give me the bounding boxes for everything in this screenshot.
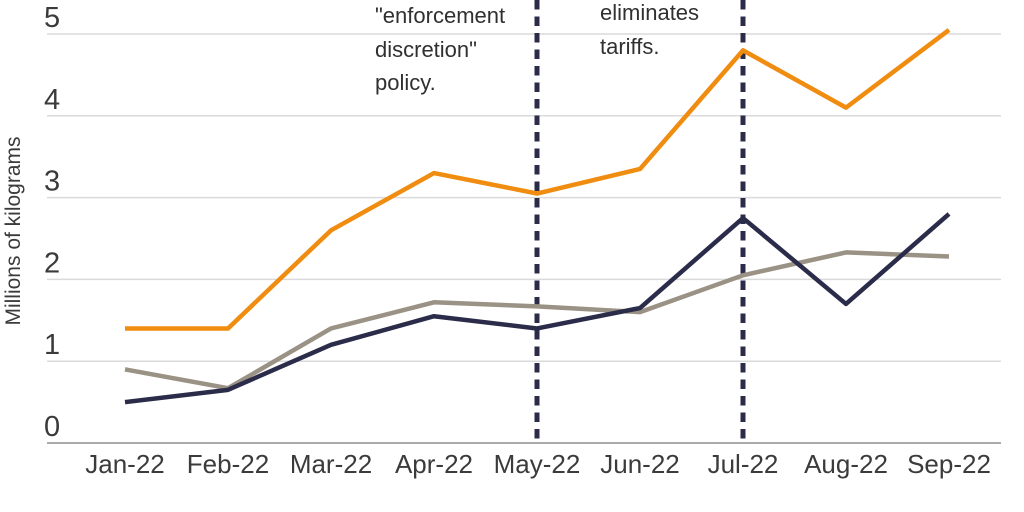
y-axis-title: Millions of kilograms xyxy=(2,136,25,326)
orange-series-line xyxy=(125,28,951,331)
annotation-line: "enforcement xyxy=(375,3,506,28)
x-tick-label: Mar-22 xyxy=(290,449,372,479)
x-tick-label: Aug-22 xyxy=(804,449,888,479)
x-tick-label: Jan-22 xyxy=(85,449,165,479)
y-tick-label: 0 xyxy=(44,411,60,443)
y-tick-label: 2 xyxy=(44,247,60,279)
x-tick-label: Jul-22 xyxy=(708,449,779,479)
navy-series-line xyxy=(124,212,951,405)
y-tick-label: 3 xyxy=(44,166,60,198)
y-tick-label: 1 xyxy=(44,329,60,361)
x-tick-label: Sep-22 xyxy=(907,449,991,479)
x-tick-label: May-22 xyxy=(494,449,581,479)
annotation-enforcement-discretion-policy: "enforcement discretion" policy. xyxy=(375,0,505,100)
x-tick-label: Apr-22 xyxy=(395,449,473,479)
x-tick-label: Feb-22 xyxy=(187,449,269,479)
annotation-eliminates-tariffs: eliminates tariffs. xyxy=(600,0,699,63)
annotation-line: tariffs. xyxy=(600,33,660,59)
annotation-line: eliminates xyxy=(600,0,700,25)
y-tick-label: 5 xyxy=(44,2,60,34)
x-tick-label: Jun-22 xyxy=(600,449,680,479)
annotation-line: discretion" xyxy=(375,36,477,62)
y-tick-label: 4 xyxy=(44,84,60,116)
annotation-line: policy. xyxy=(375,70,436,95)
gray-series-line xyxy=(124,250,950,391)
